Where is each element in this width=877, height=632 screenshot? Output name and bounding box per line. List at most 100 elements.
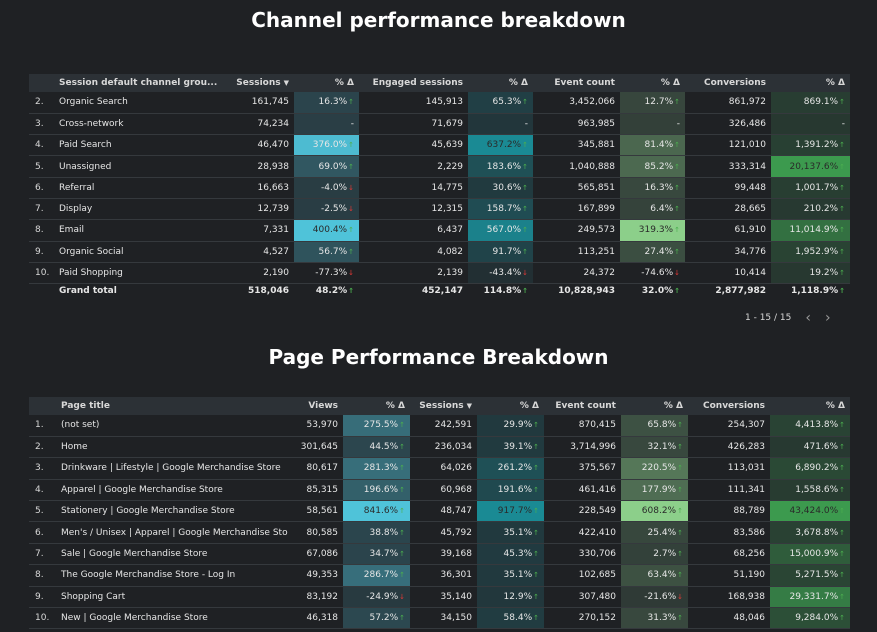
column-header[interactable]: Conversions xyxy=(685,74,771,92)
metric-cell: 25.4%↑ xyxy=(621,521,688,544)
column-header[interactable]: % Δ xyxy=(477,397,544,415)
delta-cell: 121,010 xyxy=(685,134,771,157)
column-header[interactable]: Page title xyxy=(56,397,288,415)
cell-value: 44.5% xyxy=(369,442,399,453)
column-header[interactable]: % Δ xyxy=(770,397,850,415)
table-row[interactable]: 7. Display 12,739 -2.5%↓ 12,315 158.7%↑ 167,89… xyxy=(29,198,850,221)
cell-value: 400.4% xyxy=(312,225,348,236)
cell-value: 58,561 xyxy=(306,506,339,517)
column-header[interactable]: Engaged sessions xyxy=(359,74,468,92)
column-header[interactable]: Sessions ▼ xyxy=(410,397,477,415)
row-index: 8. xyxy=(29,564,56,587)
table-row[interactable]: 6. Referral 16,663 -4.0%↓ 14,775 30.6%↑ 565,85… xyxy=(29,177,850,199)
metric-cell: 281.3%↑ xyxy=(343,457,410,480)
arrow-up-icon: ↑ xyxy=(677,550,683,559)
column-header[interactable]: Conversions xyxy=(688,397,770,415)
delta-cell: 168,938 xyxy=(688,586,770,609)
column-header[interactable]: Event count xyxy=(533,74,620,92)
arrow-up-icon: ↑ xyxy=(522,286,528,295)
chevron-left-icon[interactable]: ‹ xyxy=(805,310,811,326)
table-row[interactable]: 2. Home 301,645 44.5%↑ 236,034 39.1%↑ 3,714,99… xyxy=(29,436,850,459)
metric-cell: 38.8%↑ xyxy=(343,521,410,544)
cell-value: 74,234 xyxy=(257,118,290,129)
sort-descending-icon[interactable]: ▼ xyxy=(283,79,289,87)
cell-value: 2,229 xyxy=(437,161,463,172)
cell-value: 326,486 xyxy=(728,118,766,129)
delta-cell: 4,527 xyxy=(223,241,294,263)
table-row[interactable]: 4. Apparel | Google Merchandise Store 85,3… xyxy=(29,479,850,502)
table-row[interactable]: 3. Drinkware | Lifestyle | Google Merchan… xyxy=(29,457,850,480)
column-header[interactable]: % Δ xyxy=(621,397,688,415)
arrow-up-icon: ↑ xyxy=(839,98,845,107)
delta-cell: 113,251 xyxy=(533,241,620,263)
cell-value: 210.2% xyxy=(803,204,839,215)
table-row[interactable]: 9. Shopping Cart 83,192 -24.9%↓ 35,140 12.9%↑… xyxy=(29,586,850,609)
row-index: 7. xyxy=(29,198,54,221)
arrow-up-icon: ↑ xyxy=(399,485,405,494)
table-row[interactable]: 5. Unassigned 28,938 69.0%↑ 2,229 183.6%↑ 1,04… xyxy=(29,155,850,178)
arrow-up-icon: ↑ xyxy=(839,205,845,214)
cell-value: 88,789 xyxy=(733,506,766,517)
arrow-up-icon: ↑ xyxy=(839,485,845,494)
column-header-label: Session default channel grou... xyxy=(59,78,218,88)
cell-value: 168,938 xyxy=(727,591,765,602)
row-index: 6. xyxy=(29,521,56,544)
table-row[interactable]: 6. Men's / Unisex | Apparel | Google Merc… xyxy=(29,521,850,544)
chevron-right-icon[interactable]: › xyxy=(824,310,831,326)
arrow-up-icon: ↑ xyxy=(348,162,354,171)
column-header[interactable]: % Δ xyxy=(343,397,410,415)
cell-value: 111,341 xyxy=(727,484,765,495)
table-row[interactable]: 8. The Google Merchandise Store - Log In 4… xyxy=(29,564,850,587)
column-header[interactable]: Event count xyxy=(544,397,621,415)
row-dimension: Apparel | Google Merchandise Store xyxy=(56,479,288,502)
delta-cell: 64,026 xyxy=(410,457,477,480)
arrow-up-icon: ↑ xyxy=(677,485,683,494)
metric-cell: 5,271.5%↑ xyxy=(770,564,850,587)
table-row[interactable]: 2. Organic Search 161,745 16.3%↑ 145,913 65.3… xyxy=(29,92,850,114)
row-dimension: Display xyxy=(54,198,223,221)
metric-cell: 319.3%↑ xyxy=(620,219,685,242)
column-header-label: Sessions xyxy=(236,78,281,88)
delta-cell: 16,663 xyxy=(223,177,294,199)
table-row[interactable]: 1. (not set) 53,970 275.5%↑ 242,591 29.9%↑ 870… xyxy=(29,415,850,437)
cell-value: 870,415 xyxy=(578,420,616,431)
column-header[interactable]: % Δ xyxy=(771,74,850,92)
cell-value: 28,665 xyxy=(734,204,767,215)
column-header[interactable]: Session default channel grou... xyxy=(54,74,223,92)
table-row[interactable]: 4. Paid Search 46,470 376.0%↑ 45,639 637.2%↑ 3… xyxy=(29,134,850,157)
table-row[interactable]: 3. Cross-network 74,234 - 71,679 - 963,985 - 326… xyxy=(29,113,850,136)
table-row[interactable]: 10. Paid Shopping 2,190 -77.3%↓ 2,139 -43.4%↓… xyxy=(29,262,850,285)
column-header[interactable]: % Δ xyxy=(468,74,533,92)
cell-value: 39.1% xyxy=(503,442,533,453)
cell-value: -4.0% xyxy=(321,182,348,193)
sort-descending-icon[interactable]: ▼ xyxy=(466,402,472,410)
metric-cell: 19.2%↑ xyxy=(771,262,850,285)
cell-value: 12,315 xyxy=(431,204,464,215)
table-row[interactable]: 7. Sale | Google Merchandise Store 67,086 3… xyxy=(29,543,850,566)
arrow-up-icon: ↑ xyxy=(399,614,405,623)
table-row[interactable]: 10. New | Google Merchandise Store 46,318 5… xyxy=(29,607,850,630)
arrow-up-icon: ↑ xyxy=(674,183,680,192)
arrow-up-icon: ↑ xyxy=(533,614,539,623)
column-header[interactable]: Views xyxy=(288,397,343,415)
column-header[interactable]: Sessions ▼ xyxy=(223,74,294,92)
column-header-label: Views xyxy=(308,401,338,411)
table-row[interactable]: 5. Stationery | Google Merchandise Store 5… xyxy=(29,500,850,523)
table-row[interactable]: 9. Organic Social 4,527 56.7%↑ 4,082 91.7%↑ 11… xyxy=(29,241,850,263)
column-header[interactable]: % Δ xyxy=(620,74,685,92)
table-row[interactable]: 8. Email 7,331 400.4%↑ 6,437 567.0%↑ 249,573 31… xyxy=(29,219,850,242)
cell-value: 57.2% xyxy=(369,613,399,624)
metric-cell: - xyxy=(771,113,850,136)
arrow-up-icon: ↑ xyxy=(399,571,405,580)
grand-total-row[interactable]: Grand total 518,046 48.2%↑ 452,147 114.8%↑ 10… xyxy=(29,284,850,298)
cell-value: 422,410 xyxy=(578,527,616,538)
column-header-label: Event count xyxy=(555,401,616,411)
cell-value: 1,001.7% xyxy=(795,182,839,193)
cell-value: 301,645 xyxy=(300,442,338,453)
delta-cell: 167,899 xyxy=(533,198,620,221)
column-header[interactable]: % Δ xyxy=(294,74,359,92)
delta-cell: 870,415 xyxy=(544,415,621,437)
metric-cell: 2.7%↑ xyxy=(621,543,688,566)
arrow-up-icon: ↑ xyxy=(839,571,845,580)
metric-cell: 65.8%↑ xyxy=(621,415,688,437)
